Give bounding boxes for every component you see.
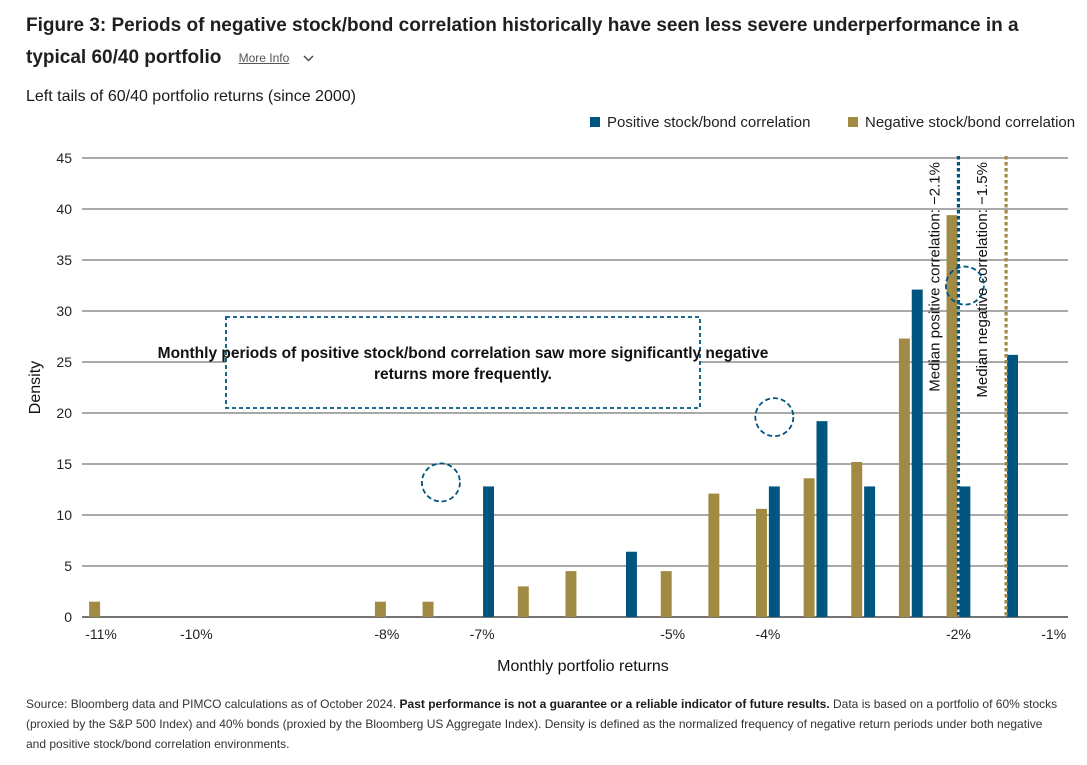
x-tick-label: -5% [660, 626, 685, 642]
bar-positive [483, 486, 495, 617]
x-axis-title: Monthly portfolio returns [497, 658, 669, 675]
legend-swatch-positive [590, 117, 600, 127]
bar-negative [708, 493, 720, 617]
bar-negative [517, 586, 529, 617]
x-tick-label: -11% [85, 626, 117, 642]
highlight-circle [421, 462, 461, 503]
bar-negative [565, 571, 577, 617]
x-tick-label: -8% [374, 626, 399, 642]
x-tick-label: -7% [470, 626, 495, 642]
highlight-circle [944, 265, 985, 306]
bar-positive [768, 486, 780, 617]
y-tick-label: 25 [56, 354, 72, 370]
figure-title-text: Figure 3: Periods of negative stock/bond… [26, 15, 1019, 68]
bar-negative [946, 215, 958, 617]
y-tick-label: 10 [56, 507, 72, 523]
bar-negative [422, 601, 434, 617]
bar-positive [959, 486, 971, 617]
chevron-down-icon[interactable] [303, 55, 314, 62]
y-tick-label: 5 [64, 558, 72, 574]
y-axis-title: Density [27, 361, 44, 414]
y-tick-label: 0 [64, 609, 72, 625]
highlight-circle [754, 397, 795, 438]
bar-positive [625, 551, 637, 617]
bar-negative [89, 601, 101, 617]
median-positive-label: Median positive correlation: −2.1% [926, 162, 943, 392]
bar-negative [660, 571, 672, 617]
bar-negative [851, 461, 863, 617]
legend-label-positive: Positive stock/bond correlation [607, 114, 810, 131]
more-info-link[interactable]: More Info [238, 51, 290, 65]
y-tick-label: 40 [56, 201, 72, 217]
source-lead: Source: Bloomberg data and PIMCO calcula… [26, 697, 400, 711]
callout-text-line: returns more frequently. [374, 366, 552, 383]
bar-positive [911, 289, 923, 617]
callout-text-line: Monthly periods of positive stock/bond c… [158, 345, 769, 362]
bar-negative [803, 478, 815, 617]
y-tick-label: 20 [56, 405, 72, 421]
source-note: Source: Bloomberg data and PIMCO calcula… [26, 694, 1061, 754]
x-tick-label: -1% [1041, 626, 1066, 642]
figure-title: Figure 3: Periods of negative stock/bond… [26, 10, 1066, 74]
legend-label-negative: Negative stock/bond correlation [865, 114, 1075, 131]
bar-positive [1007, 354, 1018, 617]
y-tick-label: 15 [56, 456, 72, 472]
y-tick-label: 35 [56, 252, 72, 268]
bar-chart: 0 5 10 15 20 25 30 35 40 45 -11% -10% -8% -7% -5% -4% -2… [27, 114, 1075, 675]
bar-negative [374, 601, 386, 617]
bar-negative [756, 508, 767, 617]
bar-positive [864, 486, 876, 617]
bar-positive [816, 421, 828, 617]
bar-negative [898, 338, 910, 617]
source-rest: Data is based on a portfolio of 60% stoc… [26, 697, 1058, 751]
chart-subtitle: Left tails of 60/40 portfolio returns (s… [26, 88, 356, 105]
x-tick-label: -4% [755, 626, 780, 642]
x-tick-label: -10% [180, 626, 213, 642]
y-tick-label: 45 [56, 150, 72, 166]
legend-swatch-negative [848, 117, 858, 127]
source-disclaimer: Past performance is not a guarantee or a… [399, 697, 830, 711]
x-tick-label: -2% [946, 626, 971, 642]
y-tick-label: 30 [56, 303, 72, 319]
callout-box [225, 316, 701, 409]
